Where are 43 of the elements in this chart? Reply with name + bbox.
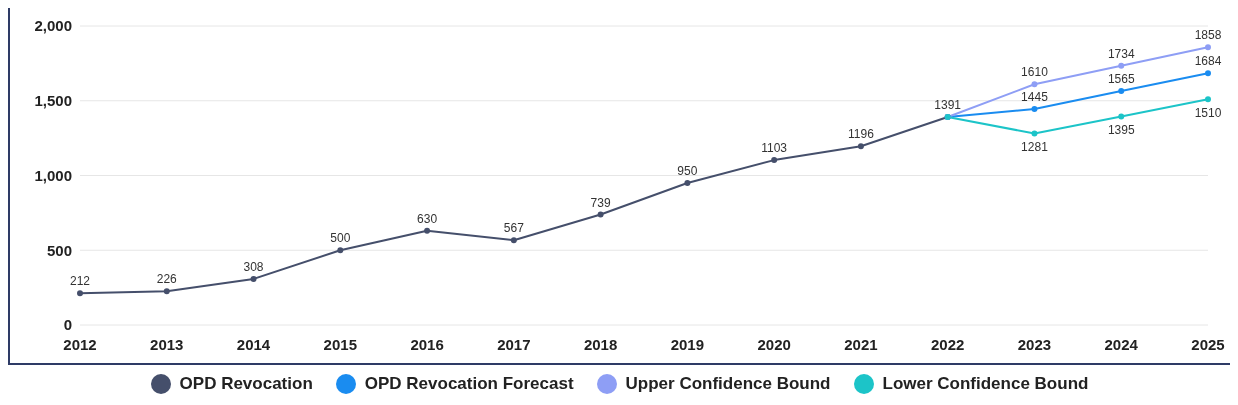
legend-label: OPD Revocation Forecast bbox=[364, 374, 574, 394]
y-tick-label: 500 bbox=[46, 241, 72, 259]
data-label: 1510 bbox=[1194, 106, 1222, 121]
data-label: 1610 bbox=[1021, 65, 1049, 80]
x-tick-label: 2012 bbox=[63, 335, 97, 353]
data-label: 1565 bbox=[1107, 72, 1135, 87]
y-tick-label: 0 bbox=[63, 316, 72, 334]
x-tick-label: 2024 bbox=[1104, 335, 1139, 353]
data-label: 226 bbox=[156, 272, 178, 287]
legend-label: OPD Revocation bbox=[179, 374, 313, 394]
x-tick-label: 2021 bbox=[844, 335, 878, 353]
x-tick-label: 2014 bbox=[236, 335, 271, 353]
data-label: 1196 bbox=[848, 127, 875, 142]
legend-label: Lower Confidence Bound bbox=[882, 374, 1089, 394]
data-label: 739 bbox=[590, 195, 611, 210]
x-tick-label: 2020 bbox=[757, 335, 791, 353]
x-tick-label: 2025 bbox=[1191, 335, 1225, 353]
x-tick-label: 2016 bbox=[410, 335, 444, 353]
legend-label: Upper Confidence Bound bbox=[625, 374, 831, 394]
x-tick-label: 2022 bbox=[931, 335, 965, 353]
data-label: 1391 bbox=[934, 98, 962, 113]
data-label: 500 bbox=[330, 231, 351, 246]
x-tick-label: 2023 bbox=[1017, 335, 1052, 353]
data-label: 1281 bbox=[1021, 140, 1049, 155]
x-tick-label: 2018 bbox=[583, 335, 618, 353]
data-label: 1858 bbox=[1194, 28, 1222, 43]
data-label: 950 bbox=[677, 163, 698, 178]
data-label: 1734 bbox=[1107, 46, 1135, 61]
y-tick-label: 1,500 bbox=[34, 92, 72, 110]
data-label: 1445 bbox=[1021, 89, 1049, 104]
data-label: 567 bbox=[503, 221, 525, 236]
x-tick-label: 2015 bbox=[323, 335, 357, 353]
x-tick-label: 2013 bbox=[150, 335, 184, 353]
x-tick-label: 2019 bbox=[670, 335, 705, 353]
y-tick-label: 2,000 bbox=[34, 17, 72, 35]
data-label: 212 bbox=[69, 274, 91, 289]
x-tick-label: 2017 bbox=[497, 335, 531, 353]
data-label: 630 bbox=[417, 211, 438, 226]
data-label: 1684 bbox=[1194, 54, 1222, 69]
y-tick-label: 1,000 bbox=[34, 166, 72, 184]
data-label: 1395 bbox=[1107, 123, 1135, 138]
data-label: 1103 bbox=[761, 141, 788, 156]
data-label: 308 bbox=[243, 259, 264, 274]
